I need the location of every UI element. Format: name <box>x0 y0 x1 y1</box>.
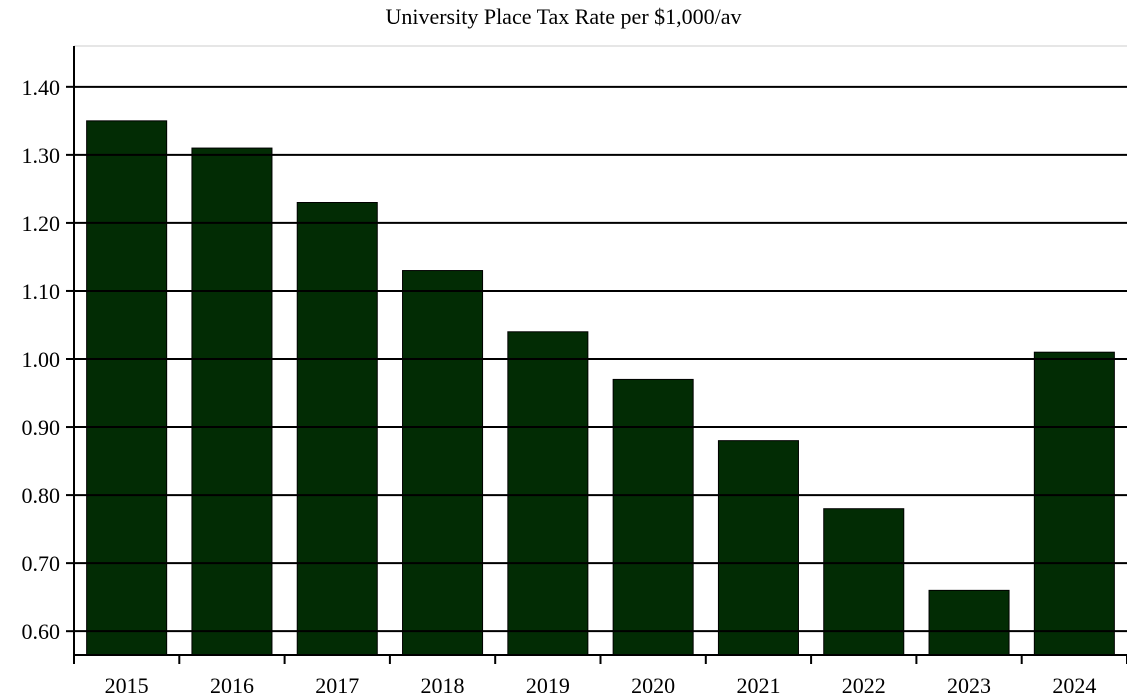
bar-2020 <box>612 378 694 656</box>
y-tick-label-1.30: 1.30 <box>22 143 61 168</box>
x-tick-label-2022: 2022 <box>842 673 886 698</box>
x-tick-label-2016: 2016 <box>210 673 254 698</box>
x-tick-label-2023: 2023 <box>947 673 991 698</box>
y-tick-label-1.40: 1.40 <box>22 75 61 100</box>
bar-2016 <box>191 147 273 656</box>
bar-2022 <box>823 508 905 656</box>
bar-2024 <box>1033 351 1115 656</box>
x-tick-label-2020: 2020 <box>631 673 675 698</box>
y-tick-label-1.10: 1.10 <box>22 279 61 304</box>
y-tick-label-0.60: 0.60 <box>22 619 61 644</box>
y-tick-label-0.90: 0.90 <box>22 415 61 440</box>
bar-2018 <box>402 270 484 656</box>
y-tick-label-1.20: 1.20 <box>22 211 61 236</box>
bar-2019 <box>507 331 589 656</box>
chart-title: University Place Tax Rate per $1,000/av <box>385 4 742 29</box>
x-tick-label-2018: 2018 <box>421 673 465 698</box>
x-tick-label-2015: 2015 <box>105 673 149 698</box>
bar-2017 <box>296 202 378 656</box>
y-tick-label-0.80: 0.80 <box>22 483 61 508</box>
bar-2023 <box>928 589 1010 656</box>
y-tick-label-1.00: 1.00 <box>22 347 61 372</box>
bar-2021 <box>717 440 799 656</box>
x-tick-label-2024: 2024 <box>1052 673 1096 698</box>
x-tick-label-2017: 2017 <box>315 673 359 698</box>
y-tick-label-0.70: 0.70 <box>22 551 61 576</box>
x-tick-label-2019: 2019 <box>526 673 570 698</box>
bar-2015 <box>86 120 168 656</box>
x-tick-label-2021: 2021 <box>736 673 780 698</box>
